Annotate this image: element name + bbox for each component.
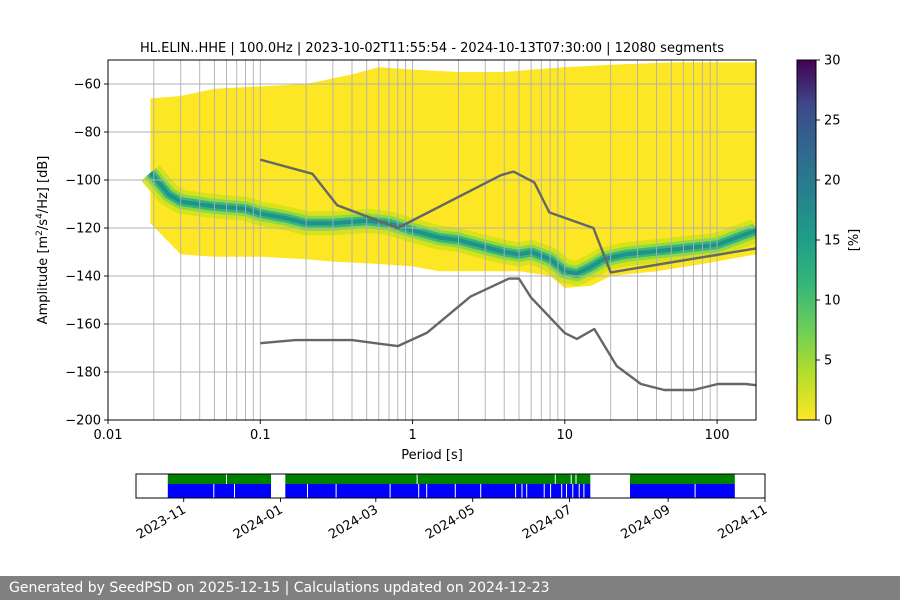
y-tick-label: −60 (74, 78, 101, 93)
y-tick-label: −100 (65, 174, 101, 189)
colorbar-label: [%] (847, 229, 862, 252)
psd-plot: 0.01 0.1 1 10 100 −60 −80 −100 −120 −140 −160 −180… (35, 59, 757, 463)
coverage-top-segment (285, 474, 591, 484)
y-tick-label: −80 (74, 126, 101, 141)
colorbar-ticks: 0 5 10 15 20 25 30 (816, 54, 841, 429)
footer-status: Generated by SeedPSD on 2025-12-15 | Cal… (0, 576, 900, 600)
chart-title: HL.ELIN..HHE | 100.0Hz | 2023-10-02T11:5… (140, 41, 724, 56)
x-axis-label: Period [s] (401, 448, 463, 463)
coverage-bottom-segment (167, 484, 271, 498)
x-tick-label: 10 (557, 428, 574, 443)
y-tick-label: −140 (65, 270, 101, 285)
y-axis-label: Amplitude [m2/s4/Hz] [dB] (35, 156, 51, 325)
colorbar-tick-label: 25 (824, 114, 841, 129)
availability-timeline: 2023-11 2024-01 2024-03 2024-05 2024-07 2024-… (134, 473, 770, 543)
timeline-tick-label: 2024-07 (520, 502, 575, 542)
coverage-bottom-segment (630, 484, 735, 498)
colorbar-tick-label: 15 (824, 234, 841, 249)
timeline-coverage (167, 474, 735, 498)
colorbar-tick-label: 20 (824, 174, 841, 189)
colorbar-tick-label: 30 (824, 54, 841, 69)
coverage-top-segment (167, 474, 271, 484)
timeline-tick-label: 2024-11 (715, 502, 770, 542)
y-axis-ticks: −60 −80 −100 −120 −140 −160 −180 −200 (65, 78, 108, 429)
y-tick-label: −200 (65, 414, 101, 429)
colorbar-tick-label: 0 (824, 414, 832, 429)
coverage-top-segment (630, 474, 735, 484)
timeline-tick-label: 2024-01 (231, 502, 286, 542)
y-tick-label: −160 (65, 318, 101, 333)
plot-frame (107, 59, 757, 421)
y-tick-label: −120 (65, 222, 101, 237)
x-tick-label: 100 (705, 428, 730, 443)
x-axis-ticks: 0.01 0.1 1 10 100 (94, 420, 730, 443)
noise-model-curves (259, 158, 756, 392)
timeline-tick-label: 2024-03 (326, 502, 381, 542)
colorbar-tick-label: 5 (824, 354, 832, 369)
timeline-frame (135, 473, 766, 499)
psd-density (141, 62, 756, 289)
nlnm-curve (260, 277, 756, 392)
x-tick-label: 0.01 (94, 428, 123, 443)
vertical-gridlines (153, 60, 718, 420)
colorbar-gradient (796, 59, 817, 421)
x-tick-label: 1 (408, 428, 416, 443)
timeline-ticks: 2023-11 2024-01 2024-03 2024-05 2024-07 2024-… (134, 498, 770, 543)
nhnm-curve (259, 158, 756, 274)
timeline-tick-label: 2024-09 (619, 502, 674, 542)
x-tick-label: 0.1 (250, 428, 271, 443)
timeline-tick-label: 2023-11 (134, 502, 189, 542)
y-tick-label: −180 (65, 366, 101, 381)
colorbar: 0 5 10 15 20 25 30 [%] (796, 54, 862, 429)
timeline-tick-label: 2024-05 (423, 502, 478, 542)
colorbar-tick-label: 10 (824, 294, 841, 309)
coverage-bottom-segment (285, 484, 591, 498)
